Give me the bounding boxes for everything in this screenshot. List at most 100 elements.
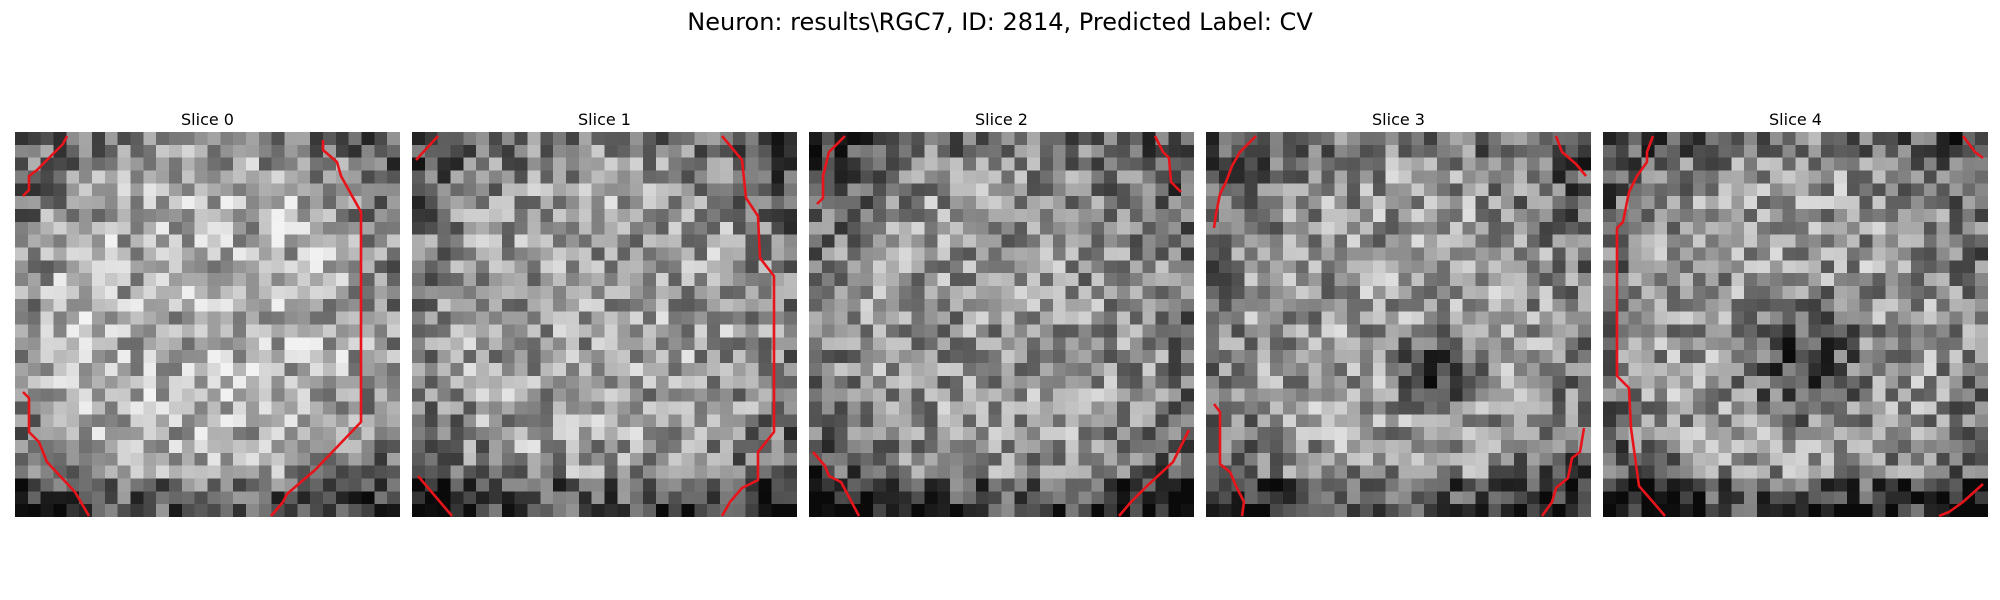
pixel: [1936, 337, 1951, 351]
pixel: [745, 452, 760, 467]
pixel: [784, 350, 797, 364]
pixel: [1040, 132, 1054, 146]
pixel: [1295, 260, 1310, 274]
pixel: [15, 452, 29, 467]
pixel: [1462, 375, 1477, 390]
pixel: [924, 324, 938, 338]
pixel: [1628, 491, 1643, 505]
pixel: [1578, 273, 1591, 287]
pixel: [1078, 209, 1092, 223]
pixel: [886, 350, 900, 364]
pixel: [1040, 221, 1054, 236]
pixel: [1923, 363, 1938, 377]
pixel: [1155, 440, 1169, 454]
pixel: [1667, 209, 1681, 223]
pixel: [668, 260, 683, 274]
pixel: [732, 324, 747, 338]
pixel: [771, 196, 785, 210]
pixel: [1949, 375, 1963, 390]
pixel: [220, 504, 234, 517]
pixel: [1641, 350, 1655, 364]
pixel: [1539, 196, 1554, 210]
pixel: [566, 388, 580, 403]
pixel: [104, 350, 119, 364]
pixel: [860, 414, 874, 428]
pixel: [1795, 298, 1809, 313]
pixel: [424, 440, 439, 454]
pixel: [335, 196, 350, 210]
pixel: [1603, 491, 1617, 505]
pixel: [655, 414, 670, 428]
pixel: [1347, 260, 1361, 274]
pixel: [578, 388, 593, 403]
pixel: [1091, 221, 1105, 236]
pixel: [348, 388, 363, 403]
pixel: [1578, 478, 1591, 492]
pixel: [1078, 183, 1092, 197]
pixel: [1859, 465, 1874, 480]
pixel: [1181, 286, 1194, 300]
pixel: [1462, 144, 1477, 159]
pixel: [489, 504, 503, 517]
pixel: [27, 273, 42, 287]
pixel: [1449, 221, 1464, 236]
pixel: [527, 183, 541, 197]
pixel: [207, 196, 221, 210]
pixel: [745, 286, 760, 300]
pixel: [117, 221, 132, 236]
pixel: [745, 221, 760, 236]
pixel: [1129, 452, 1144, 467]
pixel: [489, 350, 503, 364]
pixel: [1372, 298, 1387, 313]
pixel: [361, 452, 375, 467]
pixel: [1218, 478, 1233, 492]
pixel: [310, 196, 324, 210]
pixel: [220, 247, 234, 261]
pixel: [1923, 504, 1938, 517]
pixel: [450, 504, 464, 517]
pixel: [194, 363, 209, 377]
pixel: [181, 324, 196, 338]
pixel: [1552, 350, 1566, 364]
pixel: [1206, 491, 1220, 505]
pixel: [809, 414, 823, 428]
pixel: [297, 401, 311, 415]
pixel: [258, 221, 273, 236]
pixel: [860, 196, 874, 210]
pixel: [771, 260, 785, 274]
pixel: [387, 440, 400, 454]
pixel: [233, 209, 247, 223]
pixel: [1680, 478, 1694, 492]
pixel: [847, 478, 861, 492]
pixel: [1501, 157, 1515, 172]
pixel: [604, 132, 618, 146]
pixel: [1244, 401, 1258, 415]
pixel: [1398, 286, 1412, 300]
pixel: [53, 388, 67, 403]
pixel: [1475, 452, 1489, 467]
pixel: [1526, 144, 1541, 159]
pixel: [1231, 286, 1246, 300]
pixel: [1872, 209, 1886, 223]
pixel: [784, 144, 797, 159]
pixel: [1744, 183, 1758, 197]
pixel: [1795, 401, 1809, 415]
pixel: [694, 414, 708, 428]
pixel: [387, 478, 400, 492]
pixel: [1360, 388, 1374, 403]
pixel: [194, 337, 209, 351]
pixel: [771, 183, 785, 197]
pixel: [1834, 478, 1848, 492]
pixel: [617, 452, 631, 467]
pixel: [1321, 440, 1335, 454]
pixel: [501, 452, 516, 467]
pixel: [1347, 427, 1361, 441]
pixel: [1911, 363, 1925, 377]
pixel: [1565, 157, 1579, 172]
pixel: [1360, 311, 1374, 326]
pixel: [1104, 170, 1118, 184]
pixel: [233, 452, 247, 467]
pixel: [1859, 350, 1874, 364]
pixel: [591, 247, 606, 261]
pixel: [1360, 234, 1374, 249]
